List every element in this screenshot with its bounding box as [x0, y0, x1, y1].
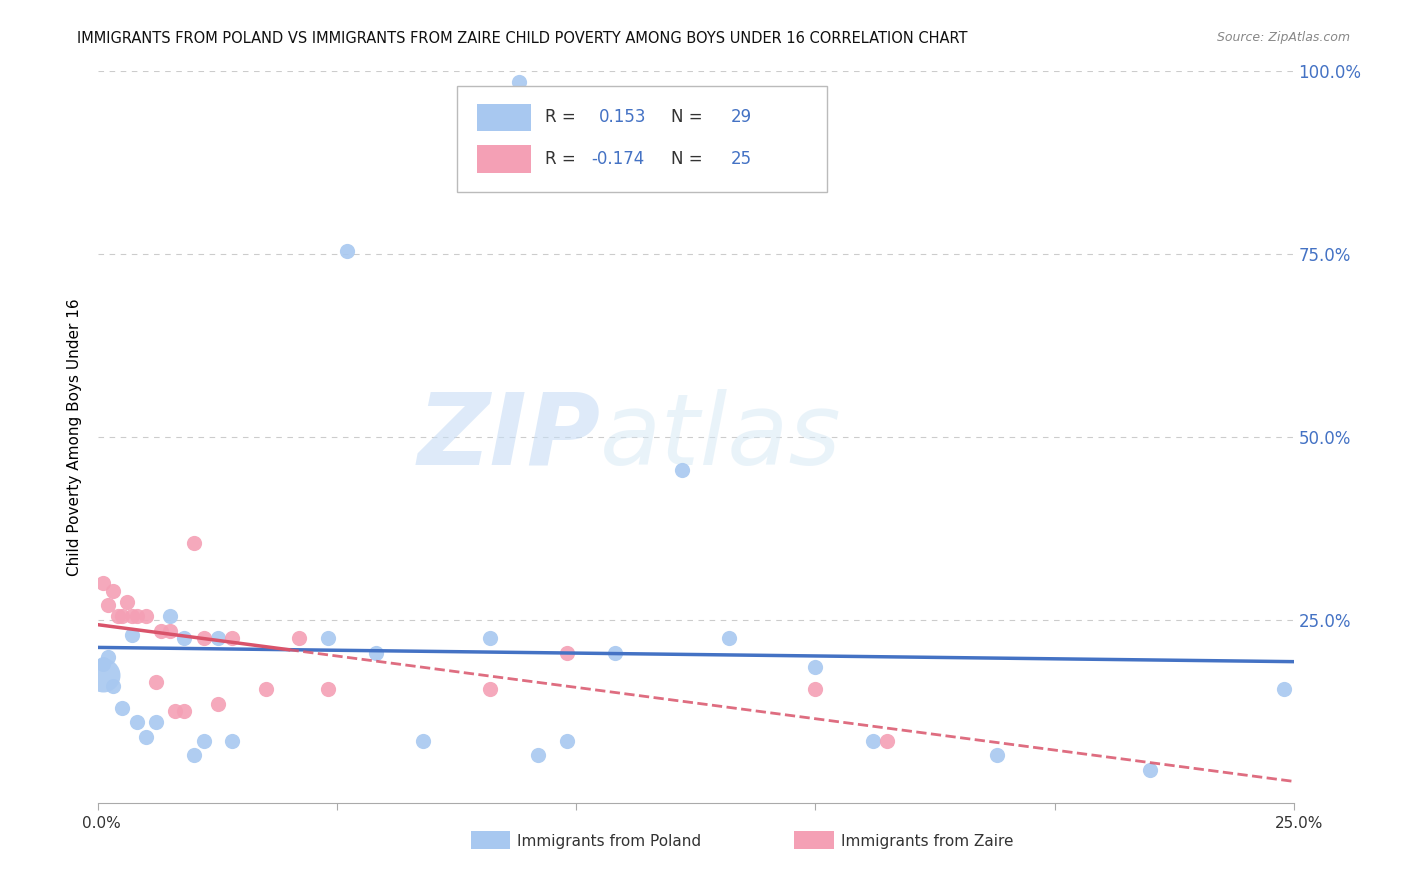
Point [316, 632, 339, 646]
Point [527, 748, 550, 763]
Point [804, 660, 827, 674]
Point [115, 594, 138, 608]
Point [97, 649, 120, 664]
Point [1272, 682, 1295, 697]
Point [159, 624, 181, 638]
Point [193, 733, 215, 747]
Point [555, 646, 578, 660]
Point [316, 682, 339, 697]
Text: Immigrants from Poland: Immigrants from Poland [517, 834, 702, 848]
Point [135, 730, 157, 744]
Point [149, 624, 172, 638]
Text: IMMIGRANTS FROM POLAND VS IMMIGRANTS FROM ZAIRE CHILD POVERTY AMONG BOYS UNDER 1: IMMIGRANTS FROM POLAND VS IMMIGRANTS FRO… [77, 31, 967, 46]
Text: 25.0%: 25.0% [1275, 816, 1323, 830]
Point [145, 675, 167, 690]
Point [121, 627, 143, 641]
Text: atlas: atlas [600, 389, 842, 485]
Point [986, 748, 1008, 763]
FancyBboxPatch shape [457, 86, 827, 192]
Text: Source: ZipAtlas.com: Source: ZipAtlas.com [1216, 31, 1350, 45]
Point [336, 244, 359, 258]
Point [111, 609, 134, 624]
Point [135, 609, 157, 624]
Point [207, 632, 229, 646]
Point [163, 705, 186, 719]
Point [364, 646, 387, 660]
Polygon shape [477, 145, 531, 173]
Text: ZIP: ZIP [418, 389, 600, 485]
Point [183, 748, 205, 763]
Y-axis label: Child Poverty Among Boys Under 16: Child Poverty Among Boys Under 16 [67, 298, 83, 576]
Text: 0.0%: 0.0% [82, 816, 121, 830]
Point [876, 733, 898, 747]
Text: R =: R = [546, 150, 582, 168]
Text: R =: R = [546, 109, 582, 127]
Point [288, 632, 311, 646]
Point [603, 646, 626, 660]
Point [121, 609, 143, 624]
Point [254, 682, 277, 697]
Point [97, 599, 120, 613]
Point [91, 657, 114, 671]
Point [91, 576, 114, 591]
Point [159, 609, 181, 624]
Point [804, 682, 827, 697]
Point [173, 632, 195, 646]
Text: 29: 29 [731, 109, 752, 127]
Point [221, 632, 243, 646]
Point [479, 682, 502, 697]
Point [173, 705, 195, 719]
Point [101, 679, 124, 693]
Polygon shape [477, 103, 531, 131]
Text: N =: N = [671, 109, 707, 127]
Point [207, 697, 229, 711]
Point [183, 536, 205, 550]
Point [125, 609, 148, 624]
Point [671, 463, 693, 477]
Point [479, 632, 502, 646]
Point [145, 715, 167, 730]
Point [101, 583, 124, 598]
Point [508, 75, 530, 89]
Point [555, 733, 578, 747]
Text: N =: N = [671, 150, 707, 168]
Point [125, 715, 148, 730]
Point [1139, 763, 1161, 777]
Point [862, 733, 884, 747]
Point [718, 632, 741, 646]
Point [412, 733, 434, 747]
Point [111, 700, 134, 714]
Point [91, 667, 114, 681]
Text: -0.174: -0.174 [591, 150, 644, 168]
Point [193, 632, 215, 646]
Text: Immigrants from Zaire: Immigrants from Zaire [841, 834, 1014, 848]
Text: 0.153: 0.153 [599, 109, 647, 127]
Point [221, 733, 243, 747]
Point [107, 609, 129, 624]
Text: 25: 25 [731, 150, 752, 168]
